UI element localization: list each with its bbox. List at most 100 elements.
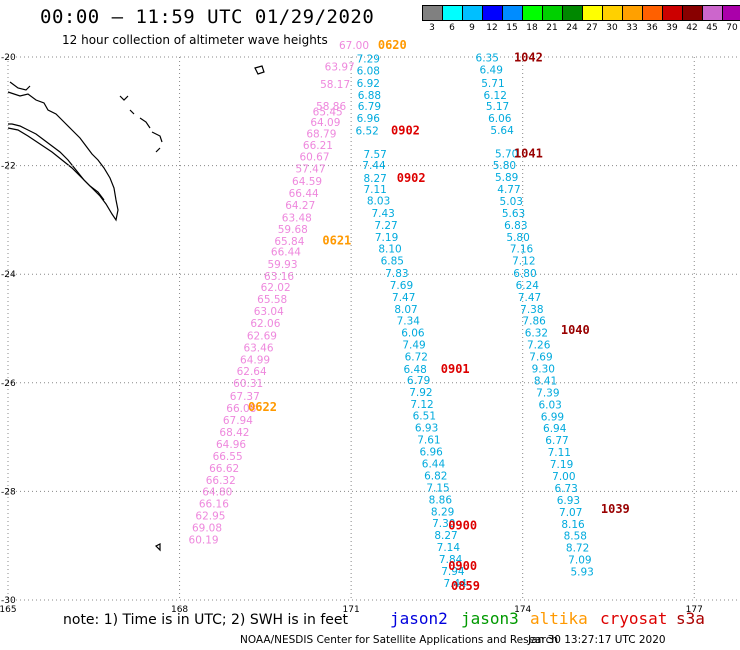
wave-height-value: 64.59 <box>292 176 322 188</box>
wave-height-value: 6.96 <box>419 447 443 459</box>
wave-height-value: 8.41 <box>534 375 557 387</box>
wave-height-value: 6.93 <box>415 423 438 435</box>
color-scale-swatches <box>422 5 740 21</box>
color-scale-label: 3 <box>429 23 435 33</box>
wave-height-value: 7.69 <box>529 352 552 364</box>
color-swatch <box>683 6 703 20</box>
wave-height-value: 7.00 <box>552 471 575 483</box>
wave-height-value: 6.96 <box>357 113 381 125</box>
wave-height-value: 66.32 <box>206 475 236 487</box>
wave-height-value: 6.99 <box>541 411 564 423</box>
axis-tick-labels: 165 168 171 174 177 -20 -22 -24 -26 -28 -30 <box>0 53 703 615</box>
wave-height-value: 6.82 <box>424 470 447 482</box>
y-tick-label: -20 <box>1 53 16 63</box>
color-scale-label: 39 <box>666 23 678 33</box>
wave-height-value: 8.03 <box>367 196 390 208</box>
wave-height-value: 66.08 <box>226 403 256 415</box>
wave-height-value: 7.16 <box>510 243 534 255</box>
wave-height-value: 62.02 <box>261 282 291 294</box>
wave-height-value: 66.55 <box>213 451 243 463</box>
wave-height-value: 57.47 <box>295 164 325 176</box>
wave-height-value: 59.93 <box>267 259 297 271</box>
wave-height-value: 7.12 <box>410 399 433 411</box>
wave-height-value: 5.03 <box>500 196 523 208</box>
wave-height-value: 7.44 <box>362 160 386 172</box>
wave-height-value: 7.19 <box>550 459 573 471</box>
wave-height-value: 7.39 <box>536 387 559 399</box>
wave-height-value: 7.29 <box>357 53 380 65</box>
wave-height-value: 6.80 <box>513 268 536 280</box>
color-swatch <box>663 6 683 20</box>
legend-cryosat: cryosat <box>600 609 668 628</box>
wave-height-value: 5.70 <box>495 148 518 160</box>
color-scale-label: 12 <box>486 23 498 33</box>
wave-height-value: 62.64 <box>237 366 267 378</box>
wave-height-value: 65.58 <box>257 294 287 306</box>
pass-time-label: 0859 <box>451 579 480 593</box>
pass-time-label: 1042 <box>514 50 543 64</box>
wave-height-value: 6.85 <box>381 255 404 267</box>
color-scale-label: 45 <box>706 23 718 33</box>
color-swatch <box>523 6 543 20</box>
y-tick-label: -26 <box>1 379 16 389</box>
wave-height-value: 7.69 <box>390 280 413 292</box>
wave-height-value: 7.27 <box>374 220 397 232</box>
pass-time-label: 0901 <box>441 362 470 376</box>
wave-height-value: 6.32 <box>525 328 548 340</box>
wave-height-value: 6.72 <box>405 352 428 364</box>
wave-height-value: 7.94 <box>441 566 465 578</box>
color-scale-label: 27 <box>586 23 598 33</box>
wave-height-value: 60.31 <box>233 378 263 390</box>
wave-height-value: 5.63 <box>502 208 525 220</box>
wave-height-value: 6.12 <box>484 90 507 102</box>
wave-height-value: 6.77 <box>545 435 568 447</box>
wave-height-value: 5.93 <box>570 567 593 579</box>
wave-height-value: 6.52 <box>355 126 378 138</box>
color-swatch <box>443 6 463 20</box>
pass-time-label: 1041 <box>514 146 543 160</box>
wave-height-value: 6.92 <box>357 78 380 90</box>
footer-note: note: 1) Time is in UTC; 2) SWH is in fe… <box>63 612 349 628</box>
wave-height-value: 64.09 <box>310 117 340 129</box>
pass-time-label: 0620 <box>378 38 407 52</box>
wave-height-value: 6.49 <box>480 64 503 76</box>
wave-height-value: 62.69 <box>247 330 277 342</box>
wave-height-value: 7.12 <box>512 255 535 267</box>
wave-height-value: 7.14 <box>437 542 461 554</box>
color-scale-label: 6 <box>449 23 455 33</box>
wave-height-value: 68.79 <box>306 128 336 140</box>
track-jason3-east: 6.356.495.716.125.176.065.645.705.805.89… <box>476 52 594 578</box>
chart-title: 00:00 – 11:59 UTC 01/29/2020 <box>40 6 375 28</box>
color-scale-label: 15 <box>506 23 518 33</box>
wave-height-value: 5.80 <box>506 232 529 244</box>
wave-height-value: 64.80 <box>202 487 232 499</box>
wave-height-value: 60.19 <box>189 535 219 547</box>
y-tick-label: -22 <box>1 162 16 172</box>
track-jason3-west: 7.296.086.926.886.796.966.527.577.448.27… <box>355 53 467 590</box>
wave-height-value: 6.44 <box>422 459 446 471</box>
pass-time-label: 0902 <box>397 171 426 185</box>
wave-height-value: 6.24 <box>516 280 540 292</box>
wave-height-value: 66.44 <box>271 247 301 259</box>
altimeter-tracks: 67.00 63.97 58.17 58.8665.4564.0968.7966.21… <box>189 40 594 590</box>
wave-height-value: 6.73 <box>554 483 577 495</box>
wave-height-value: 66.21 <box>303 140 333 152</box>
wave-height-value: 8.86 <box>429 494 453 506</box>
wave-height-value: 9.30 <box>532 363 555 375</box>
wave-height-value: 7.86 <box>522 316 546 328</box>
x-tick-label: 168 <box>171 605 188 615</box>
wave-height-value: 7.61 <box>417 435 440 447</box>
color-swatch <box>503 6 523 20</box>
color-swatch <box>723 6 740 20</box>
wave-height-value: 63.46 <box>243 342 273 354</box>
wave-height-value: 66.16 <box>199 499 229 511</box>
legend-altika: altika <box>530 609 588 628</box>
wave-height-value: 7.38 <box>520 304 543 316</box>
pass-time-label: 0622 <box>248 400 277 414</box>
wave-height-value: 7.34 <box>397 316 421 328</box>
wave-height-value: 66.44 <box>289 188 319 200</box>
wave-height-value: 64.99 <box>240 354 270 366</box>
